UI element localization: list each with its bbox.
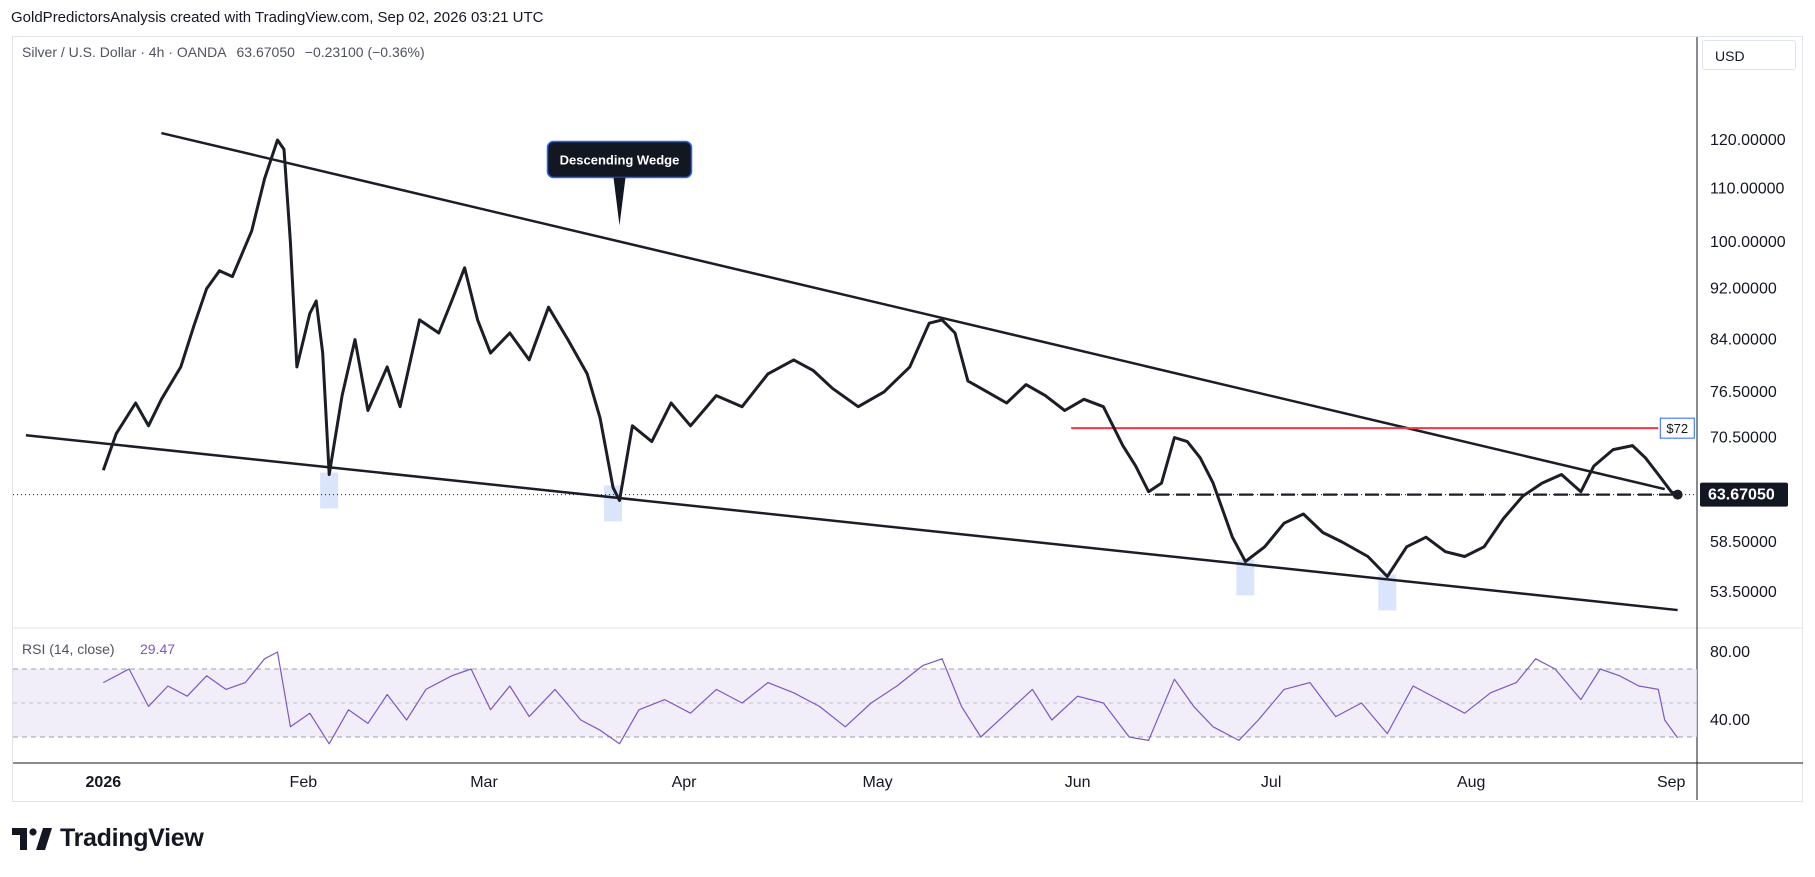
annotation-pointer [613,177,626,226]
tradingview-logo-text: TradingView [60,824,204,852]
chart-frame [12,36,1803,802]
time-axis-tick: May [862,774,892,791]
rsi-value: 29.47 [140,641,175,657]
rsi-line [103,651,1679,745]
price-change: −0.23100 (−0.36%) [304,44,425,60]
touch-highlight [320,472,339,509]
price-axis-tick: 110.00000 [1710,181,1785,198]
wedge-upper-trendline [161,131,1666,491]
rsi-axis-tick: 80.00 [1710,644,1750,661]
current-price-badge [1700,482,1788,507]
annotation-label: Descending Wedge [560,152,680,167]
last-price: 63.67050 [236,44,295,60]
touch-highlight [1378,574,1397,611]
time-axis-tick: Apr [672,774,698,791]
price-axis-tick: 92.00000 [1710,281,1777,298]
price-axis-tick: 120.00000 [1710,132,1786,149]
price-axis-tick: 58.50000 [1710,534,1777,551]
price-axis-tick: 76.50000 [1710,384,1777,401]
currency-selector[interactable]: USD [1702,40,1796,70]
price-axis-tick: 84.00000 [1710,332,1777,349]
time-axis-tick: Jun [1065,774,1091,791]
currency-label: USD [1715,48,1745,64]
last-price-dot [1672,489,1683,500]
time-axis-tick: Sep [1657,774,1686,791]
tradingview-logo-icon [12,827,52,850]
touch-highlight [1236,559,1255,596]
chart-credit: GoldPredictorsAnalysis created with Trad… [11,9,544,26]
price-axis-tick: 53.50000 [1710,584,1777,601]
time-axis-tick: 2026 [86,774,122,791]
rsi-title: RSI (14, close) [22,641,115,657]
current-price-badge-label: 63.67050 [1708,487,1775,504]
symbol-legend[interactable]: Silver / U.S. Dollar · 4h · OANDA 63.670… [22,44,431,60]
symbol-name: Silver / U.S. Dollar · 4h · OANDA [22,44,227,60]
time-axis-tick: Aug [1457,774,1485,791]
time-axis-tick: Jul [1261,774,1281,791]
rsi-axis-tick: 40.00 [1710,712,1750,729]
price-axis-tick: 100.00000 [1710,234,1786,251]
tradingview-logo[interactable]: TradingView [12,824,204,853]
price-line [101,138,1679,578]
time-axis-tick: Feb [290,774,318,791]
wedge-lower-trendline [25,433,1678,612]
time-axis-tick: Mar [470,774,498,791]
resistance-label: $72 [1666,421,1688,436]
price-axis-tick: 70.50000 [1710,430,1777,447]
resistance-label-box [1659,417,1695,439]
